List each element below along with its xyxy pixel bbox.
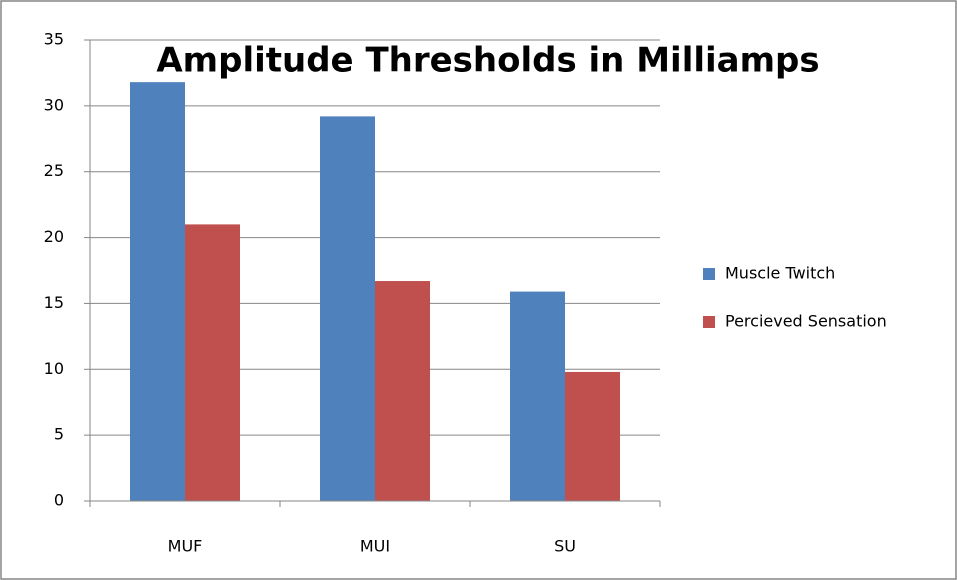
- x-tick-label: MUF: [168, 537, 203, 556]
- bar: [320, 116, 375, 501]
- bar: [510, 291, 565, 501]
- bar-layer: [130, 82, 620, 502]
- legend-label: Percieved Sensation: [725, 312, 887, 331]
- bar: [375, 281, 430, 501]
- x-tick-label: SU: [554, 537, 576, 556]
- legend-swatch: [703, 316, 715, 328]
- y-tick-label: 20: [44, 227, 64, 246]
- bar: [130, 82, 185, 502]
- legend-swatch: [703, 268, 715, 280]
- y-tick-label: 5: [54, 425, 64, 444]
- x-tick-label: MUI: [360, 537, 390, 556]
- y-tick-label: 30: [44, 95, 64, 114]
- bar: [565, 371, 620, 501]
- bar: [185, 224, 240, 501]
- y-tick-label: 15: [44, 293, 64, 312]
- y-tick-label: 25: [44, 161, 64, 180]
- chart-title: Amplitude Thresholds in Milliamps: [156, 41, 819, 81]
- y-tick-label: 10: [44, 359, 64, 378]
- legend-label: Muscle Twitch: [725, 264, 835, 283]
- y-tick-label: 0: [54, 491, 64, 510]
- y-tick-label: 35: [44, 30, 64, 49]
